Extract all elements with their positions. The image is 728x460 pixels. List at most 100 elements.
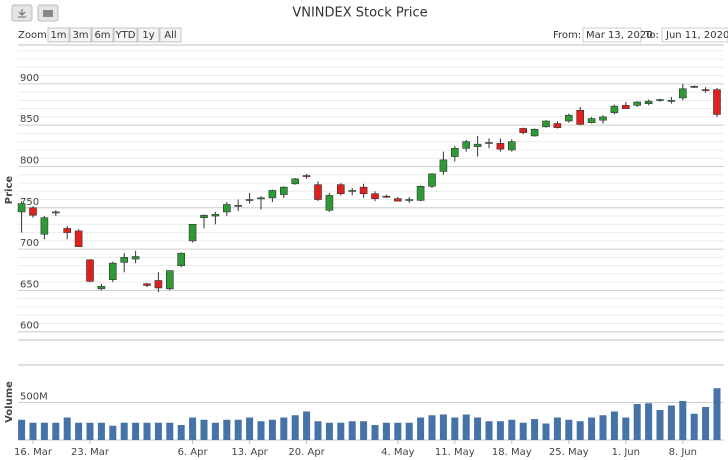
- candle-body: [473, 143, 482, 147]
- candle-body: [382, 195, 391, 198]
- zoom-button-label: 6m: [94, 30, 110, 41]
- volume-bar: [325, 422, 333, 440]
- candle-body: [291, 178, 300, 185]
- candle-body: [428, 173, 436, 187]
- volume-bar: [18, 419, 26, 440]
- candle-body: [29, 207, 37, 216]
- candle-body: [177, 252, 185, 266]
- chart-title: VNINDEX Stock Price: [292, 6, 427, 21]
- zoom-button[interactable]: [113, 27, 138, 43]
- candle-body: [336, 184, 345, 195]
- volume-bar: [485, 421, 493, 440]
- candle-body: [74, 230, 83, 247]
- x-tick-label: 20. Apr: [288, 447, 325, 458]
- candle-body: [348, 190, 357, 192]
- zoom-button-label: 1y: [142, 30, 154, 41]
- volume-bar: [257, 421, 265, 440]
- zoom-button[interactable]: [91, 27, 114, 43]
- candle-body: [279, 186, 288, 195]
- candle-body: [166, 270, 174, 290]
- volume-bar: [97, 422, 105, 440]
- candle-body: [223, 204, 231, 213]
- candle-body: [131, 256, 140, 260]
- volume-bar: [622, 417, 630, 440]
- volume-bar: [75, 422, 83, 440]
- volume-bar: [348, 421, 356, 440]
- candle-body: [97, 285, 106, 290]
- y-tick-label: 750: [20, 197, 39, 208]
- to-label: To:: [644, 30, 659, 41]
- volume-bar: [508, 419, 516, 440]
- volume-bar: [713, 388, 721, 440]
- zoom-button-label: All: [164, 30, 176, 41]
- volume-bar: [211, 422, 219, 440]
- print-icon: [43, 10, 53, 17]
- volume-bar: [588, 417, 596, 440]
- zoom-button[interactable]: [69, 27, 92, 43]
- candle-body: [359, 186, 368, 195]
- candle-body: [587, 118, 596, 123]
- candle-body: [268, 190, 277, 199]
- candle-body: [63, 228, 72, 233]
- volume-bar: [268, 419, 276, 440]
- volume-bar: [234, 419, 242, 440]
- candle-body: [644, 100, 653, 104]
- candle-body: [713, 89, 721, 115]
- candle-body: [667, 100, 676, 102]
- y-tick-label: 700: [20, 238, 39, 249]
- volume-bar: [702, 407, 710, 440]
- candle-body: [439, 159, 448, 172]
- x-tick-label: 23. Mar: [71, 447, 110, 458]
- x-tick-label: 18. May: [492, 447, 532, 458]
- volume-bar: [166, 422, 174, 440]
- from-label: From:: [553, 30, 581, 41]
- candle-body: [120, 257, 128, 263]
- to-input[interactable]: [661, 27, 728, 43]
- volume-bar: [690, 413, 698, 440]
- volume-bar: [531, 419, 539, 440]
- volume-bar: [29, 422, 37, 440]
- x-tick-label: 6. Apr: [178, 447, 209, 458]
- volume-bar: [667, 405, 675, 440]
- volume-bar: [394, 422, 402, 440]
- candle-body: [610, 105, 619, 114]
- x-tick-label: 8. Jun: [669, 447, 697, 458]
- zoom-button[interactable]: [137, 27, 160, 43]
- x-tick-label: 1. Jun: [612, 447, 640, 458]
- candle-body: [701, 89, 710, 91]
- x-tick-label: 13. Apr: [231, 447, 268, 458]
- volume-bar: [496, 421, 504, 440]
- volume-bar: [223, 419, 231, 440]
- volume-bar: [40, 422, 48, 440]
- candle-body: [599, 116, 607, 121]
- y-tick-label: 500M: [20, 392, 48, 403]
- volume-bar: [405, 422, 413, 440]
- volume-bar: [553, 417, 561, 440]
- candle-body: [109, 262, 117, 280]
- volume-bar: [177, 425, 185, 440]
- volume-bar: [109, 425, 117, 440]
- zoom-button[interactable]: [159, 27, 182, 43]
- volume-bar: [337, 422, 345, 440]
- volume-bar: [52, 422, 60, 440]
- volume-bar: [382, 422, 390, 440]
- candle-body: [564, 114, 573, 122]
- candle-body: [633, 101, 642, 106]
- candle-body: [519, 128, 528, 133]
- candle-body: [257, 197, 265, 200]
- candle-body: [211, 214, 220, 217]
- zoom-button[interactable]: [47, 27, 70, 43]
- y-tick-label: 600: [20, 321, 39, 332]
- y-tick-label: 650: [20, 279, 39, 290]
- candle-body: [245, 199, 254, 201]
- candle-body: [51, 211, 60, 214]
- candle-body: [143, 283, 151, 286]
- from-input[interactable]: [582, 27, 642, 43]
- x-tick-label: 25. May: [549, 447, 589, 458]
- volume-bar: [132, 422, 140, 440]
- y-tick-label: 800: [20, 155, 39, 166]
- volume-bar: [542, 423, 550, 440]
- zoom-label: Zoom: [18, 30, 47, 41]
- x-tick-label: 4. May: [381, 447, 414, 458]
- candle-body: [234, 205, 242, 207]
